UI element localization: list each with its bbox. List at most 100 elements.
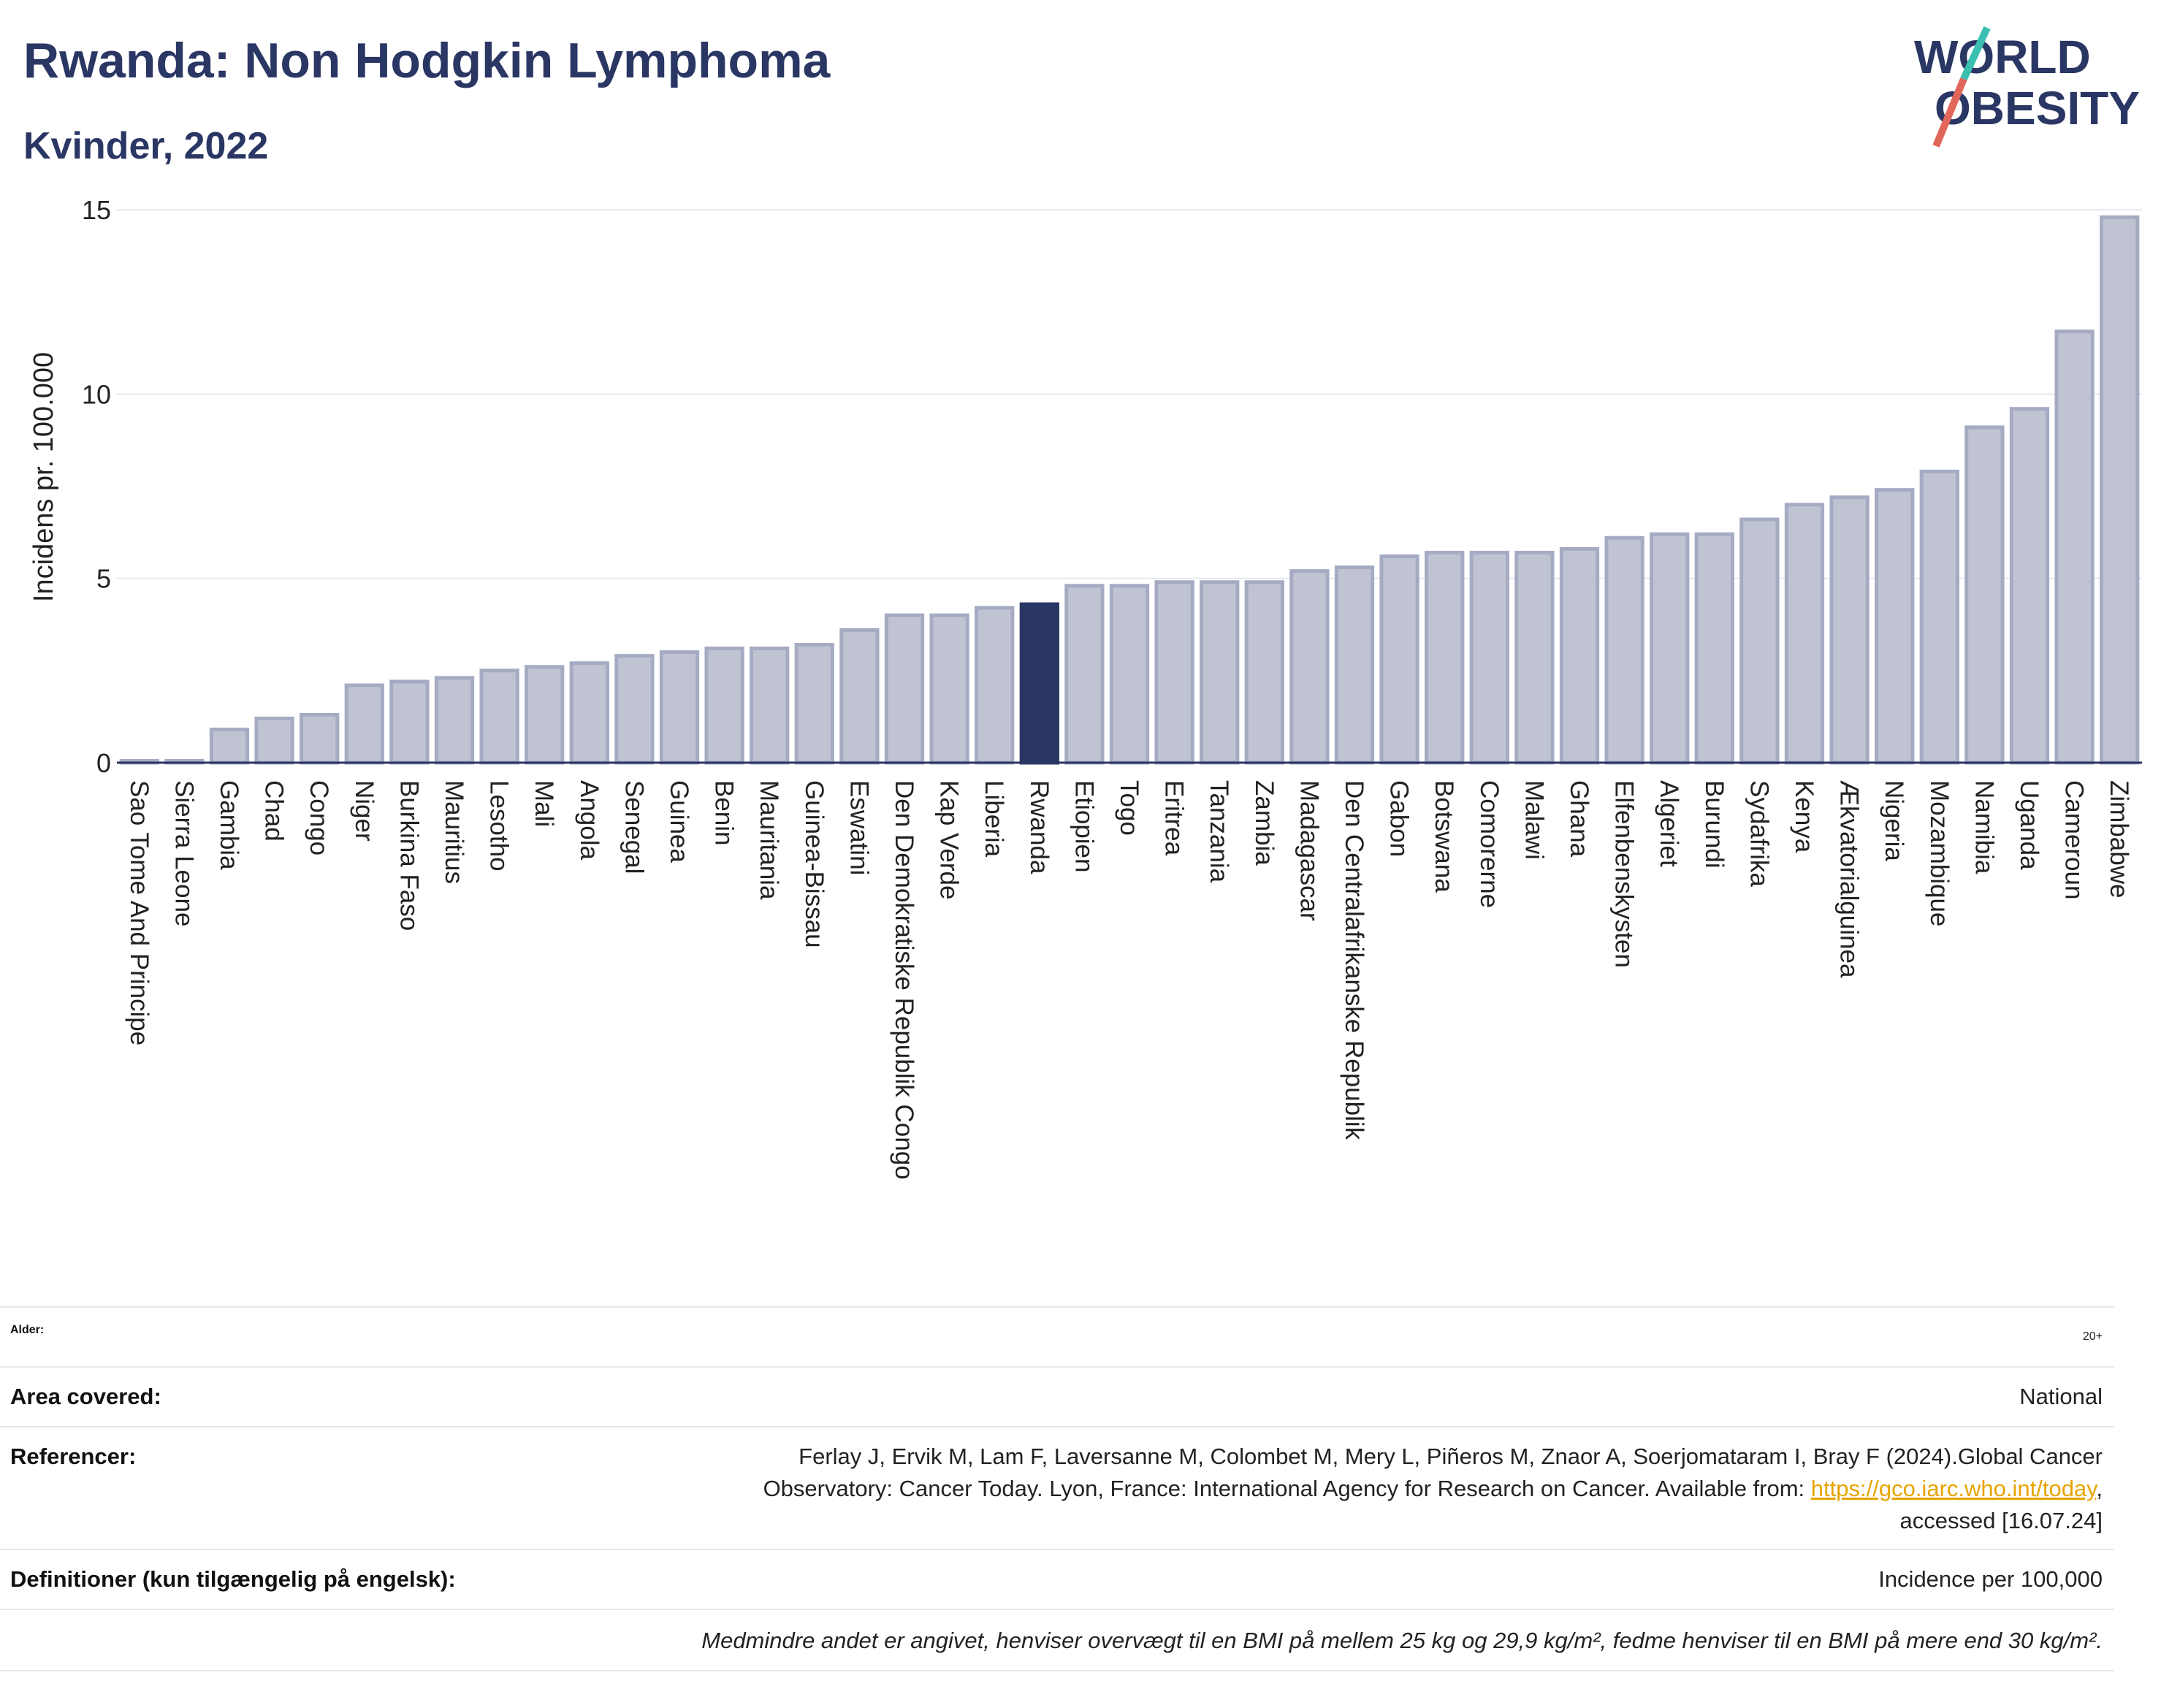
bar [1289, 569, 1330, 765]
x-tick-label: Senegal [620, 780, 648, 874]
bar [1829, 495, 1870, 765]
x-tick-label: Sierra Leone [169, 780, 198, 926]
bar [1425, 550, 1465, 765]
x-tick-label: Eswatini [845, 780, 873, 875]
x-tick-label: Togo [1115, 780, 1143, 836]
meta-area-label: Area covered: [10, 1384, 161, 1409]
meta-note: Medmindre andet er angivet, henviser ove… [701, 1628, 2103, 1653]
x-tick-label: Elfenbenskysten [1610, 780, 1639, 968]
y-tick-label: 0 [96, 748, 111, 778]
bar [525, 665, 565, 765]
x-tick-label: Eritrea [1160, 780, 1189, 856]
meta-row-age: Alder: 20+ [0, 1306, 2114, 1368]
ref-line-3: accessed [16.07.24] [1899, 1508, 2103, 1533]
x-tick-label: Nigeria [1880, 780, 1908, 861]
x-tick-label: Uganda [2015, 780, 2043, 870]
logo-slash-red [1932, 77, 1967, 148]
bar [884, 613, 925, 765]
meta-row-note: Medmindre andet er angivet, henviser ove… [0, 1609, 2114, 1671]
ref-line-2b: , [2096, 1476, 2103, 1501]
bar [1109, 584, 1150, 765]
bar [300, 712, 340, 765]
x-tick-label: Guinea-Bissau [800, 780, 828, 948]
bar [1784, 503, 1825, 765]
bar [975, 606, 1015, 765]
x-tick-label: Algeriet [1655, 780, 1683, 867]
x-tick-label: Liberia [980, 780, 1008, 858]
bar [2100, 215, 2140, 765]
bar [1559, 546, 1600, 765]
bar-chart: 0 5 10 15 Incidens pr. 100.000 Sao Tome And P… [28, 195, 2142, 1180]
x-tick-label: Mauritius [440, 780, 468, 884]
ref-line-2a: Observatory: Cancer Today. Lyon, France:… [763, 1476, 1811, 1501]
bar [344, 683, 384, 765]
world-obesity-logo: WORLD OBESITY [1914, 26, 2140, 148]
x-tick-label: Etiopien [1070, 780, 1098, 872]
bar [479, 668, 519, 765]
page-title: Rwanda: Non Hodgkin Lymphoma [23, 33, 831, 88]
x-tick-label: Den Demokratiske Republik Congo [890, 780, 918, 1180]
bar [2054, 329, 2095, 765]
bar [1650, 532, 1690, 765]
bar [704, 647, 744, 765]
x-tick-label: Ghana [1565, 780, 1593, 858]
y-tick-label: 10 [82, 379, 111, 409]
bar [1964, 425, 2005, 765]
x-tick-label: Comorerne [1475, 780, 1503, 908]
x-tick-label: Kap Verde [935, 780, 964, 899]
y-tick-label: 15 [82, 195, 111, 225]
bar [1200, 580, 1240, 765]
x-tick-label: Sydafrika [1745, 780, 1773, 887]
bar-highlight [1019, 602, 1059, 765]
y-tick-label: 5 [96, 564, 111, 594]
x-tick-label: Gabon [1385, 780, 1414, 857]
bar [1334, 565, 1375, 765]
x-tick-label: Niger [350, 780, 378, 842]
ref-link[interactable]: https://gco.iarc.who.int/today [1810, 1476, 2097, 1501]
x-tick-label: Zimbabwe [2105, 780, 2133, 898]
x-tick-label: Botswana [1430, 780, 1458, 893]
bar [1604, 535, 1644, 765]
bar [2009, 407, 2050, 765]
bar [434, 676, 475, 765]
x-tick-label: Malawi [1520, 780, 1548, 860]
x-tick-label: Den Centralafrikanske Republik [1340, 780, 1368, 1140]
bar [1244, 580, 1284, 765]
bar [839, 628, 880, 765]
page-subtitle: Kvinder, 2022 [23, 125, 269, 167]
bar [1064, 584, 1105, 765]
bar [929, 613, 969, 765]
x-tick-label: Angola [575, 780, 603, 861]
bar [569, 661, 609, 765]
x-tick-label: Madagascar [1295, 780, 1323, 921]
bar [659, 650, 700, 765]
bar [1694, 532, 1734, 765]
x-tick-label: Namibia [1970, 780, 1998, 874]
x-tick-label: Gambia [215, 780, 243, 870]
x-tick-label: Tanzania [1205, 780, 1233, 883]
meta-def-label: Definitioner (kun tilgængelig på engelsk… [10, 1566, 456, 1592]
logo-slash-teal [1960, 26, 1991, 81]
meta-row-area: Area covered: National [0, 1366, 2114, 1427]
x-tick-label: Ækvatorialguinea [1835, 780, 1864, 978]
bar [209, 728, 250, 765]
bar [1469, 550, 1509, 765]
x-tick-label: Rwanda [1025, 780, 1053, 874]
meta-row-references: Referencer: Ferlay J, Ervik M, Lam F, La… [0, 1426, 2114, 1550]
bar [1379, 554, 1419, 765]
bar [1154, 580, 1194, 765]
x-tick-label: Sao Tome And Principe [125, 780, 153, 1045]
meta-ref-value: Ferlay J, Ervik M, Lam F, Laversanne M, … [763, 1441, 2103, 1537]
bar [750, 647, 790, 765]
x-tick-label: Guinea [665, 780, 693, 863]
x-tick-label: Zambia [1250, 780, 1278, 866]
meta-row-definitions: Definitioner (kun tilgængelig på engelsk… [0, 1549, 2114, 1610]
bar [1514, 550, 1555, 765]
meta-ref-label: Referencer: [10, 1444, 137, 1469]
ref-line-2: Observatory: Cancer Today. Lyon, France:… [763, 1473, 2103, 1505]
meta-age-value: 20+ [2082, 1330, 2103, 1343]
bar [614, 654, 655, 765]
ref-line-1: Ferlay J, Ervik M, Lam F, Laversanne M, … [799, 1444, 2103, 1469]
x-tick-label: Burundi [1700, 780, 1729, 869]
x-tick-label: Mozambique [1925, 780, 1954, 926]
